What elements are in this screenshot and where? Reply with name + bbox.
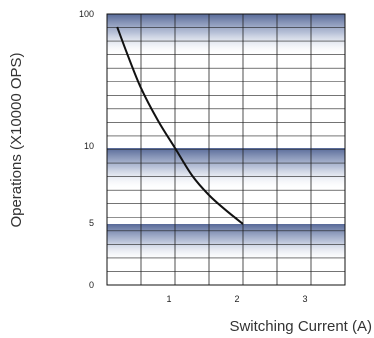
x-tick-labels: 1 2 3 [166, 294, 307, 304]
plot-lines [116, 26, 244, 225]
x-tick-label: 3 [302, 294, 307, 304]
y-axis-label: Operations (X10000 OPS) [8, 52, 25, 227]
series-line [116, 26, 244, 225]
plot-frame [106, 13, 346, 286]
decade-band [107, 148, 345, 190]
y-tick-label: 10 [84, 141, 94, 151]
y-tick-label: 5 [89, 218, 94, 228]
x-tick-label: 1 [166, 294, 171, 304]
y-tick-label: 100 [79, 9, 94, 19]
x-tick-label: 2 [234, 294, 239, 304]
y-tick-labels: 100 10 5 0 [79, 9, 94, 290]
decade-bands [107, 14, 345, 262]
grid [106, 13, 346, 286]
y-tick-label: 0 [89, 280, 94, 290]
x-axis-label: Switching Current (A) [229, 318, 372, 335]
decade-band [107, 224, 345, 262]
decade-band [107, 14, 345, 56]
